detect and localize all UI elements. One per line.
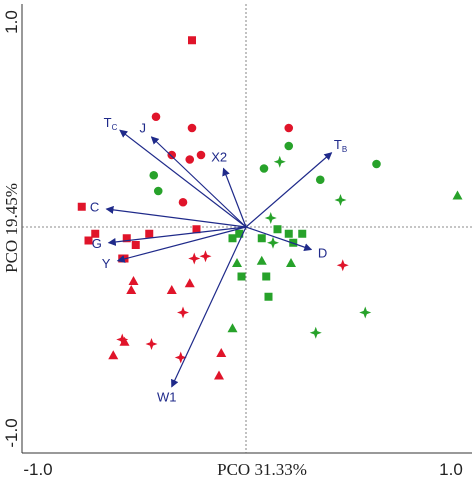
vector-arrow-j: [150, 136, 247, 228]
vector-arrow-tc: [119, 129, 247, 228]
red-square-point: [77, 202, 86, 211]
y-axis-title: PCO 19.45%: [2, 183, 21, 273]
green-star4-point: [359, 306, 372, 319]
red-star4-point: [199, 250, 212, 263]
green-star4-point: [273, 155, 286, 168]
red-triangle-point: [126, 285, 137, 294]
red-triangle-point: [214, 370, 224, 380]
green-square-point: [228, 234, 237, 243]
x-tick-min: -1.0: [23, 460, 52, 479]
red-circle-point: [185, 155, 195, 164]
green-star4-point: [264, 212, 277, 224]
green-square-point: [237, 272, 246, 281]
vector-arrow-y: [116, 226, 247, 263]
red-square-point: [192, 225, 201, 234]
vector-arrow-x2: [222, 167, 247, 228]
red-star4-point: [116, 333, 129, 346]
red-circle-point: [196, 150, 206, 160]
vector-label-c: C: [90, 199, 99, 214]
red-star4-point: [177, 306, 189, 319]
vector-label-g: G: [92, 236, 102, 251]
green-triangle-point: [256, 255, 267, 265]
vector-arrow-d: [245, 226, 313, 251]
red-square-point: [131, 241, 140, 249]
red-square-point: [122, 234, 131, 243]
y-tick-max: 1.0: [2, 10, 21, 34]
red-circle-point: [151, 112, 161, 122]
green-square-point: [264, 292, 273, 301]
x-tick-max: 1.0: [439, 460, 463, 479]
vector-label-d: D: [318, 245, 327, 260]
red-triangle-point: [128, 276, 139, 285]
red-star4-point: [174, 351, 187, 364]
red-triangle-point: [184, 278, 195, 288]
red-circle-point: [284, 123, 294, 133]
vector-label-subscript: B: [342, 145, 347, 154]
green-circle-point: [372, 159, 381, 169]
green-star4-point: [309, 326, 322, 339]
vector-arrow-c: [105, 205, 247, 228]
x-axis-title: PCO 31.33%: [217, 460, 307, 479]
vector-label-subscript: C: [112, 123, 118, 132]
green-circle-point: [259, 164, 269, 173]
green-square-point: [235, 229, 244, 238]
red-square-point: [91, 229, 100, 238]
vector-arrow-g: [107, 226, 247, 246]
green-triangle-point: [452, 190, 463, 200]
green-triangle-point: [227, 323, 238, 333]
green-square-point: [273, 225, 282, 234]
vector-label-x2: X2: [211, 149, 227, 164]
vector-arrow-w1: [171, 226, 247, 388]
green-square-point: [257, 234, 266, 243]
green-square-point: [298, 229, 307, 238]
vector-label-tb: TB: [334, 137, 347, 154]
vector-label-tc: TC: [104, 115, 118, 132]
green-square-point: [262, 272, 271, 281]
green-star4-point: [334, 194, 347, 206]
green-circle-point: [149, 170, 159, 180]
red-circle-point: [187, 123, 197, 133]
green-triangle-point: [232, 258, 242, 267]
red-triangle-point: [108, 350, 119, 360]
red-square-point: [188, 36, 196, 45]
vector-label-w1: W1: [157, 390, 177, 405]
red-square-point: [145, 229, 154, 238]
vector-arrow-tb: [245, 152, 333, 228]
red-star4-point: [336, 259, 349, 272]
green-circle-point: [153, 186, 163, 196]
green-triangle-point: [286, 258, 296, 267]
green-square-point: [284, 229, 293, 238]
data-points: [77, 36, 463, 380]
green-circle-point: [284, 141, 294, 151]
red-circle-point: [178, 197, 188, 207]
red-square-point: [84, 236, 93, 245]
red-triangle-point: [216, 348, 227, 357]
red-star4-point: [145, 338, 158, 350]
red-triangle-point: [166, 285, 177, 294]
red-circle-point: [167, 150, 177, 160]
vector-label-j: J: [140, 121, 147, 136]
green-circle-point: [315, 175, 325, 185]
red-star4-point: [188, 252, 201, 265]
loading-vectors: TC J X2 TB C GY D W1: [90, 115, 347, 405]
vector-label-y: Y: [102, 256, 111, 271]
y-tick-min: -1.0: [2, 418, 21, 447]
green-star4-point: [267, 236, 279, 249]
